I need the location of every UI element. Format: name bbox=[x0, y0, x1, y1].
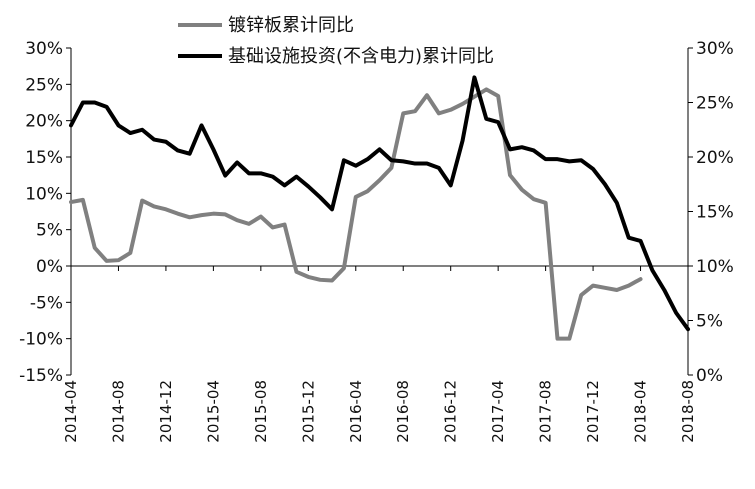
right-axis-tick-label: 30% bbox=[696, 39, 734, 59]
chart-series bbox=[69, 75, 690, 341]
right-axis-tick-label: 20% bbox=[696, 148, 734, 168]
legend-label-galvanized: 镀锌板累计同比 bbox=[228, 15, 354, 36]
left-axis-tick-label: 20% bbox=[25, 112, 63, 132]
x-axis-tick-label: 2017-12 bbox=[584, 380, 602, 443]
x-axis-tick-label: 2015-04 bbox=[204, 380, 222, 443]
x-axis-tick-label: 2015-08 bbox=[252, 380, 270, 443]
left-axis-tick-label: -15% bbox=[19, 366, 63, 386]
right-axis-tick-label: 10% bbox=[696, 257, 734, 277]
left-axis-tick-label: 0% bbox=[36, 257, 63, 277]
galvanized-sheet-line bbox=[69, 87, 643, 341]
infrastructure-investment-line bbox=[69, 75, 690, 332]
x-axis-tick-label: 2014-04 bbox=[62, 380, 80, 443]
left-axis-tick-label: 15% bbox=[25, 148, 63, 168]
x-axis-tick-label: 2014-12 bbox=[157, 380, 175, 443]
x-axis-tick-label: 2014-08 bbox=[109, 380, 127, 443]
right-axis-tick-label: 25% bbox=[696, 94, 734, 114]
x-axis-tick-label: 2018-08 bbox=[679, 380, 697, 443]
x-axis-tick-label: 2018-04 bbox=[632, 380, 650, 443]
left-axis-tick-label: 10% bbox=[25, 184, 63, 204]
chart-axes: 30% 25% 20% 15% 10% 5% 0% -5% -10% -15% 30% 25% 20% 1… bbox=[19, 39, 734, 443]
right-axis-tick-label: 15% bbox=[696, 203, 734, 223]
left-axis-tick-label: -5% bbox=[30, 293, 63, 313]
left-axis-tick-label: 5% bbox=[36, 221, 63, 241]
legend-label-infrastructure: 基础设施投资(不含电力)累计同比 bbox=[228, 46, 494, 67]
x-axis-tick-label: 2015-12 bbox=[299, 380, 317, 443]
x-axis-tick-label: 2016-04 bbox=[347, 380, 365, 443]
x-axis-tick-label: 2017-08 bbox=[537, 380, 555, 443]
x-axis-tick-label: 2016-12 bbox=[442, 380, 460, 443]
x-axis-tick-label: 2017-04 bbox=[489, 380, 507, 443]
right-axis-tick-label: 0% bbox=[696, 366, 723, 386]
x-axis-tick-label: 2016-08 bbox=[394, 380, 412, 443]
right-axis-tick-label: 5% bbox=[696, 312, 723, 332]
left-axis-tick-label: -10% bbox=[19, 330, 63, 350]
left-axis-tick-label: 30% bbox=[25, 39, 63, 59]
left-axis-tick-label: 25% bbox=[25, 75, 63, 95]
